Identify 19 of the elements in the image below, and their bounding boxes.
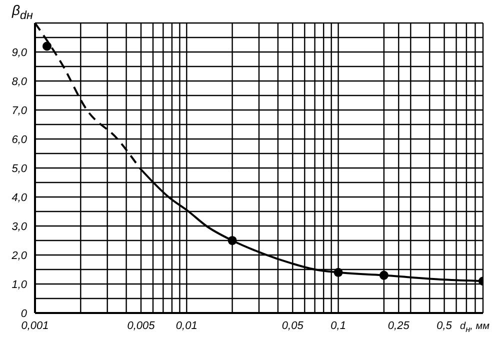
y-axis-title: β$_{dн}$	[12, 2, 33, 22]
x-tick-label: 0,25	[388, 320, 410, 332]
y-tick-label: 9,0	[12, 46, 28, 59]
x-tick-label: 0,001	[21, 320, 49, 332]
y-tick-label: 0	[20, 308, 28, 320]
y-tick-label: 2,0	[10, 250, 28, 262]
y-tick-label: 1,0	[12, 278, 28, 291]
y-tick-label: 8,0	[12, 76, 28, 88]
y-tick-label: 7,0	[12, 104, 28, 117]
x-tick-label: 0,005	[127, 320, 156, 332]
y-tick-label: 3,0	[12, 220, 28, 233]
x-tick-label: 0,01	[176, 320, 198, 332]
x-axis-title: d$_{н}$, мм	[460, 321, 490, 334]
y-tick-label: 4,0	[12, 192, 28, 204]
y-tick-label: 5,0	[12, 162, 28, 175]
y-tick-label: 6,0	[12, 134, 28, 146]
x-tick-label: 0,5	[436, 320, 453, 332]
x-tick-label: 0,1	[330, 320, 346, 332]
x-tick-label: 0,05	[282, 320, 304, 332]
